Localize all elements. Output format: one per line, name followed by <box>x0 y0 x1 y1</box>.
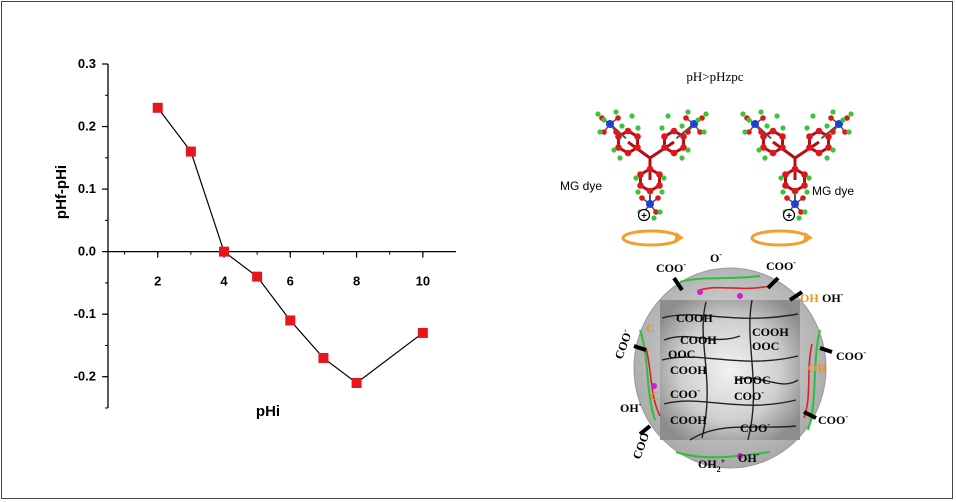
x-tick-label: 6 <box>287 274 294 289</box>
cooh-label: COOH <box>670 413 707 427</box>
data-point <box>417 327 428 338</box>
dye-label-left: MG dye <box>560 179 602 193</box>
coo-minus-label: COO- <box>818 412 848 427</box>
co-orange-label: C <box>646 321 655 335</box>
adsorbent-particle <box>633 267 833 469</box>
cooh-label: COOH <box>670 363 707 377</box>
coo-minus-label: COO- <box>656 260 686 275</box>
y-tick-label: 0.3 <box>78 56 96 71</box>
rotation-arrow-right-icon <box>750 229 813 247</box>
coo-minus-label: COO- <box>836 348 866 363</box>
data-point <box>152 102 163 113</box>
mg-dye-molecule-left: + <box>595 109 709 222</box>
oh2-plus-label: OH2+ <box>698 457 726 474</box>
dye-label-right: MG dye <box>812 184 854 198</box>
data-point <box>219 246 229 257</box>
chart-series <box>152 102 428 388</box>
oh-minus-label: OH- <box>822 290 844 305</box>
data-point <box>351 377 362 388</box>
coo-minus-label: COO- <box>611 327 635 361</box>
coo-minus-label: COO- <box>740 420 770 435</box>
ooc-minus-label: OOC <box>668 347 695 361</box>
rotation-arrow-left-icon <box>621 229 684 247</box>
x-tick-label: 2 <box>154 274 161 289</box>
x-tick-label: 10 <box>416 274 430 289</box>
svg-text:+: + <box>786 211 792 222</box>
data-point <box>252 271 263 282</box>
svg-text:+: + <box>641 211 647 222</box>
cooh-label: COOH <box>680 333 717 347</box>
scheme-title: pH>pHzpc <box>686 69 743 84</box>
hooc-label: HOOC <box>734 373 771 387</box>
oh-orange-label: OH <box>800 291 819 305</box>
data-point <box>185 146 196 157</box>
coo-minus-label: COO- <box>629 427 653 461</box>
dye-atoms <box>595 109 709 221</box>
chart-ticks: 0.3 0.2 0.1 0.0 -0.1 -0.2 2 4 6 8 10 <box>74 56 430 409</box>
x-tick-label: 8 <box>353 274 360 289</box>
coo-minus-label: COO- <box>766 258 796 273</box>
o-minus-label: O- <box>710 250 722 265</box>
chart-axes <box>107 64 456 408</box>
ooc-minus-label: OOC <box>752 339 779 353</box>
y-tick-label: -0.1 <box>74 306 96 321</box>
co-orange-label: C <box>650 389 659 403</box>
y-axis-title: pHf-pHi <box>53 165 70 219</box>
polymer-network <box>633 275 833 459</box>
phzpc-chart: 0.3 0.2 0.1 0.0 -0.1 -0.2 2 4 6 8 10 pHi pHf-pHi <box>53 56 456 420</box>
y-tick-label: 0.1 <box>78 181 96 196</box>
positive-charge-icon: + <box>637 208 651 222</box>
positive-charge-icon: + <box>782 208 796 222</box>
y-tick-label: 0.0 <box>78 244 96 259</box>
x-axis-title: pHi <box>256 403 280 420</box>
mg-dye-molecule-right: + <box>740 109 854 222</box>
oh-orange-label: OH <box>808 361 827 375</box>
oh-minus-label: OH- <box>620 400 642 415</box>
y-tick-label: 0.2 <box>78 119 96 134</box>
x-tick-label: 4 <box>220 274 228 289</box>
dye-atoms <box>740 109 854 221</box>
cooh-label: COOH <box>752 325 789 339</box>
oh-minus-label: OH- <box>738 450 760 465</box>
data-point <box>318 352 329 363</box>
series-line <box>157 107 424 384</box>
cooh-label: COOH <box>676 311 713 325</box>
coo-minus-label: COO- <box>670 386 700 401</box>
data-point <box>285 315 296 326</box>
y-tick-label: -0.2 <box>74 369 96 384</box>
coo-minus-label: COO- <box>734 388 764 403</box>
